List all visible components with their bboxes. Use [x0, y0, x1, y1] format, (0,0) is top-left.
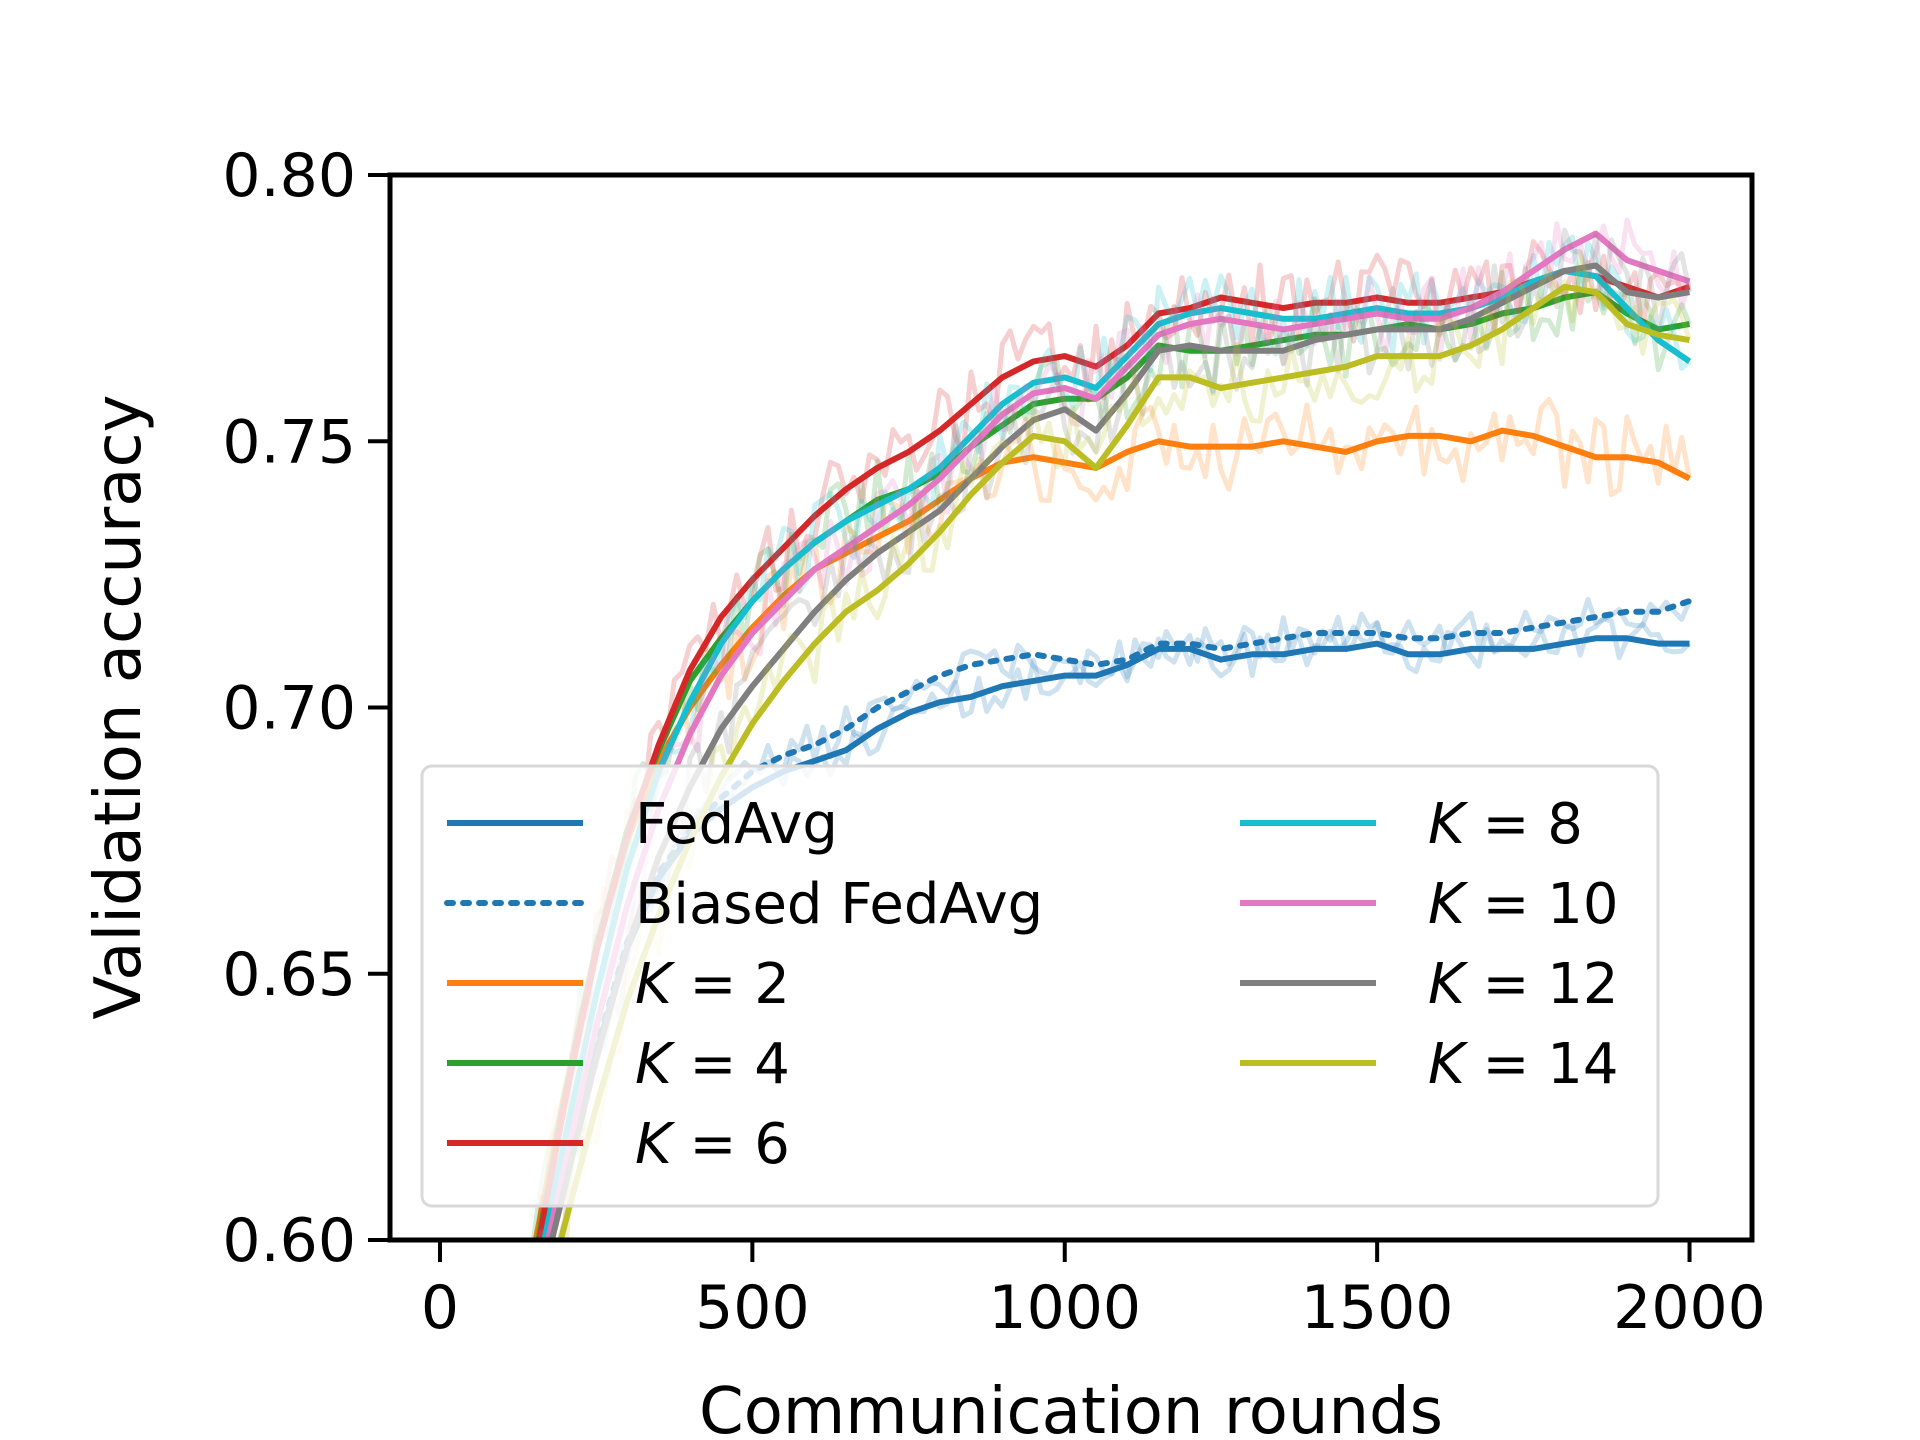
series-raw-line [533, 397, 1692, 1240]
legend-label: K = 8 [1428, 792, 1583, 857]
legend-label: Biased FedAvg [635, 872, 1043, 937]
y-tick-label: 0.80 [222, 141, 356, 211]
tick-labels: 0 500 1000 1500 2000 0.60 0.65 0.70 0.75 0.80 [222, 141, 1765, 1343]
legend-frame [420, 764, 1660, 1208]
legend: FedAvg Biased FedAvg K = 2 K = 4 K = 6 K = 8 K… [420, 764, 1660, 1208]
y-axis-label: Validation accuracy [82, 394, 156, 1019]
plot-frame [387, 172, 1755, 1243]
x-axis-label: Communication rounds [699, 1375, 1443, 1440]
series-line [548, 262, 1691, 1240]
y-tick-label: 0.75 [222, 407, 356, 477]
y-tick-label: 0.70 [222, 674, 356, 744]
legend-label: K = 2 [635, 952, 790, 1017]
legend-label: K = 12 [1428, 952, 1619, 1017]
series-line [541, 267, 1692, 1240]
legend-label: K = 4 [635, 1032, 790, 1097]
legend-label: K = 6 [635, 1112, 790, 1177]
series-line [545, 230, 1691, 1240]
series-line [532, 427, 1691, 1240]
y-tick-label: 0.60 [222, 1206, 356, 1276]
legend-label: K = 14 [1428, 1032, 1619, 1097]
legend-label: K = 10 [1428, 872, 1619, 937]
series-raw-line [536, 239, 1690, 1240]
x-tick-label: 0 [421, 1273, 459, 1343]
x-tick-label: 500 [695, 1273, 810, 1343]
legend-label: FedAvg [635, 792, 838, 857]
x-tick-label: 1500 [1301, 1273, 1454, 1343]
y-tick-label: 0.65 [222, 940, 356, 1010]
x-tick-label: 1000 [988, 1273, 1141, 1343]
x-tick-label: 2000 [1613, 1273, 1766, 1343]
axis-ticks [368, 173, 1692, 1262]
